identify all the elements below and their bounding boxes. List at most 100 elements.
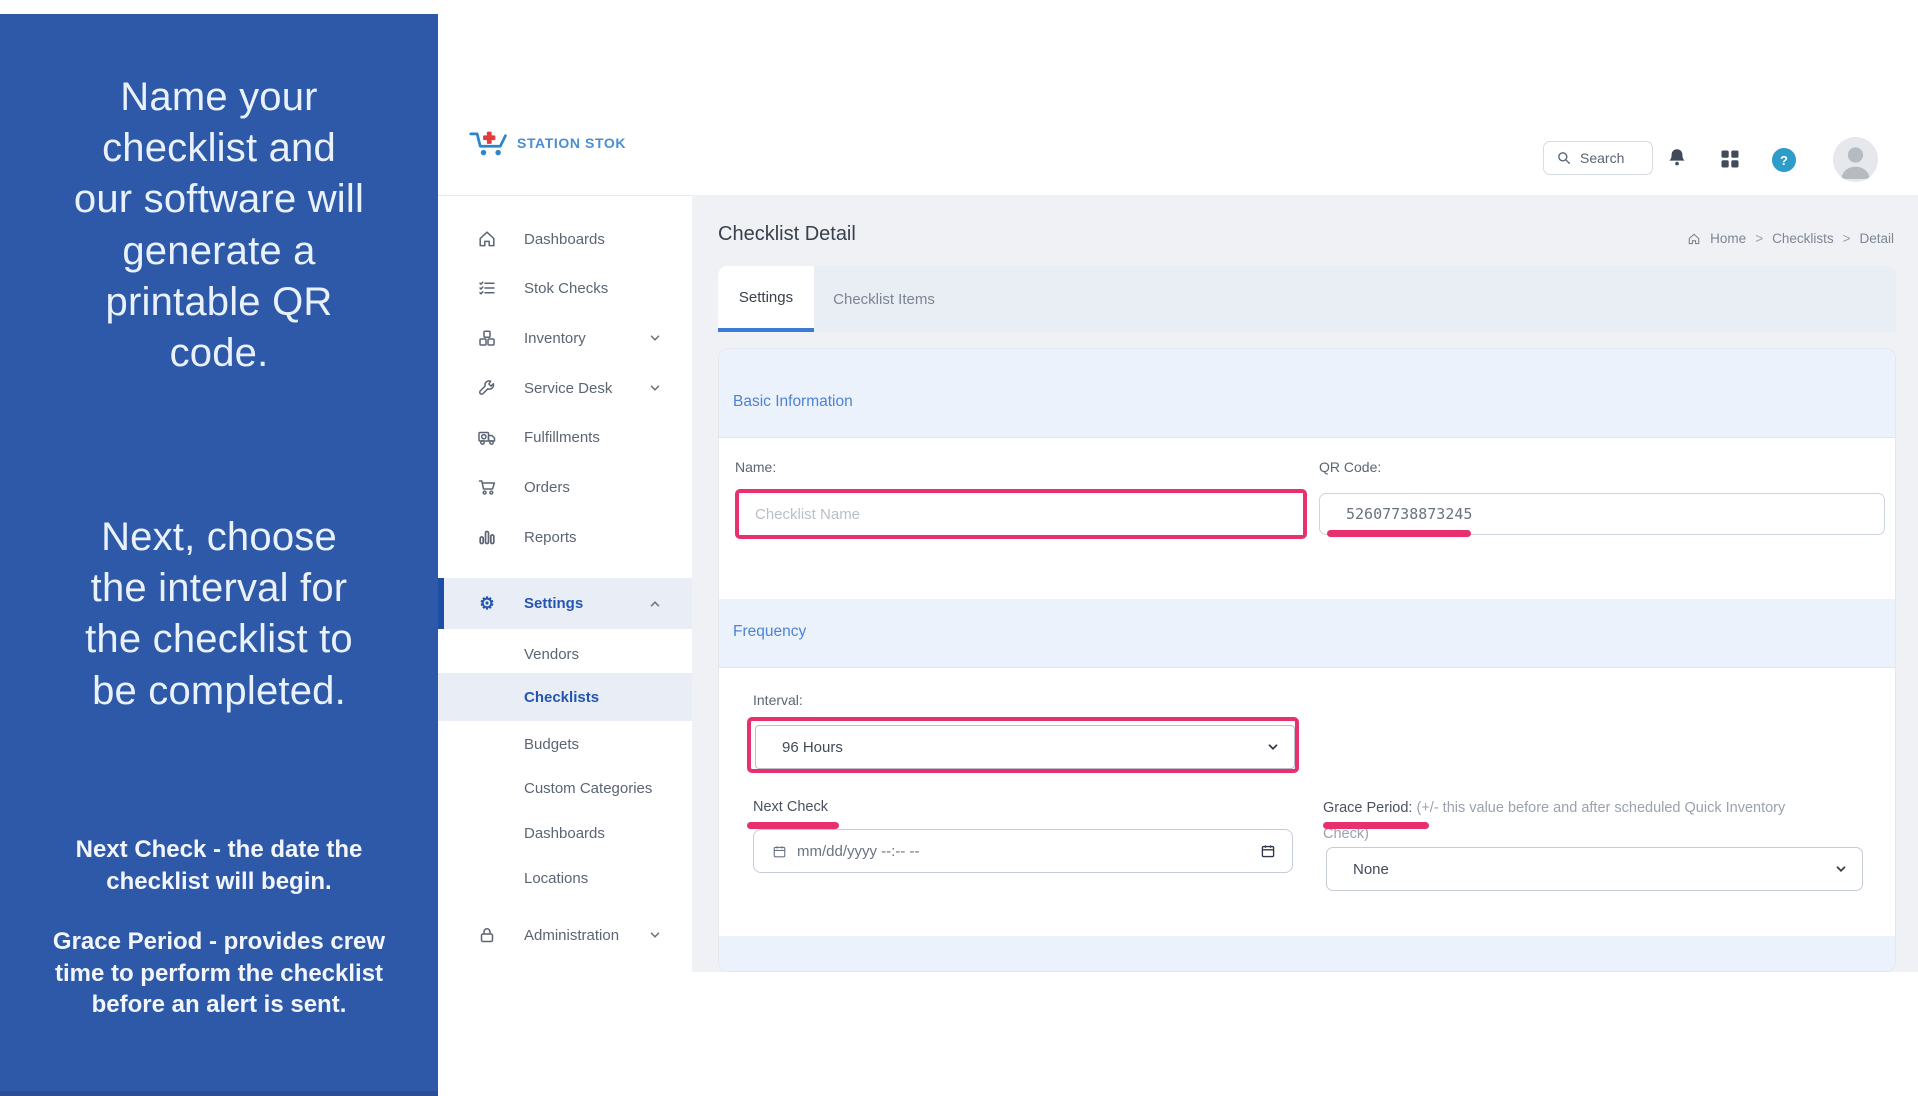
interval-label: Interval: <box>753 692 803 708</box>
name-label: Name: <box>735 459 777 475</box>
sidebar-item-reports[interactable]: Reports <box>438 512 692 562</box>
sidebar-subitem-label: Custom Categories <box>524 779 653 797</box>
checklist-detail-card: Basic Information Name: QR Code: Frequen… <box>718 348 1896 972</box>
grace-period-annotation-underline <box>1323 822 1429 829</box>
sidebar-subitem-label: Vendors <box>524 645 580 663</box>
sidebar-subitem-label: Checklists <box>524 688 600 706</box>
sidebar-item-orders[interactable]: Orders <box>438 462 692 512</box>
sidebar-item-label: Orders <box>524 478 570 496</box>
sidebar-subitem-label: Locations <box>524 869 589 887</box>
interval-field-annotation: 96 Hours <box>747 717 1299 773</box>
next-check-datetime-input[interactable]: mm/dd/yyyy --:-- -- <box>753 829 1293 873</box>
sidebar-item-label: Service Desk <box>524 379 613 397</box>
checklist-name-input[interactable] <box>739 493 1303 535</box>
search-icon <box>1556 150 1572 166</box>
grace-period-selected-value: None <box>1353 860 1389 878</box>
checklist-icon <box>476 277 498 299</box>
section-title: Frequency <box>733 623 807 640</box>
breadcrumb-home-icon <box>1687 232 1701 246</box>
qr-value-annotation-underline <box>1327 530 1471 537</box>
grace-period-hint: (+/- this value before and after schedul… <box>1323 800 1786 843</box>
section-title: Basic Information <box>733 393 853 410</box>
sidebar-item-inventory[interactable]: Inventory <box>438 313 692 363</box>
grace-period-label-text: Grace Period: <box>1323 800 1413 816</box>
sidebar-item-label: Stok Checks <box>524 279 609 297</box>
sidebar-item-label: Inventory <box>524 329 586 347</box>
home-icon <box>476 228 498 250</box>
sidebar-item-service-desk[interactable]: Service Desk <box>438 363 692 413</box>
main-content: Checklist Detail Home > Checklists > Det… <box>692 195 1918 972</box>
instruction-paragraph-1: Name your checklist and our software wil… <box>73 75 365 375</box>
user-avatar[interactable] <box>1833 137 1878 182</box>
cart-logo-icon <box>468 126 510 160</box>
chevron-up-icon <box>648 597 662 611</box>
sidebar-item-stok-checks[interactable]: Stok Checks <box>438 263 692 313</box>
chevron-down-icon <box>648 928 662 942</box>
tab-checklist-items[interactable]: Checklist Items <box>833 290 935 308</box>
next-check-label: Next Check <box>753 799 828 815</box>
notifications-bell-icon[interactable] <box>1665 146 1689 170</box>
grace-period-label: Grace Period: (+/- this value before and… <box>1323 795 1823 847</box>
instruction-note-grace-period: Grace Period - provides crew time to per… <box>52 928 386 1019</box>
calendar-picker-icon[interactable] <box>1260 843 1276 859</box>
next-section-header-partial <box>719 936 1895 971</box>
sidebar-item-vendors[interactable]: Vendors <box>438 633 692 675</box>
breadcrumb-separator: > <box>1842 231 1851 246</box>
sidebar-item-budgets[interactable]: Budgets <box>438 723 692 765</box>
chevron-down-icon <box>1834 862 1848 876</box>
calendar-icon <box>772 844 787 859</box>
interval-select[interactable]: 96 Hours <box>755 725 1295 769</box>
section-frequency: Frequency <box>719 599 1895 668</box>
help-glyph: ? <box>1780 152 1788 168</box>
breadcrumb-separator: > <box>1755 231 1764 246</box>
lock-icon <box>476 924 498 946</box>
sidebar-item-label: Dashboards <box>524 230 605 248</box>
sidebar-item-administration[interactable]: Administration <box>438 910 692 960</box>
sidebar-nav: Dashboards Stok Checks <box>438 195 692 1096</box>
sidebar-item-custom-categories[interactable]: Custom Categories <box>438 767 692 809</box>
qr-code-input[interactable] <box>1319 493 1885 535</box>
sidebar-item-checklists[interactable]: Checklists <box>438 673 692 721</box>
search-input[interactable]: Search <box>1543 141 1653 175</box>
tabs-bar: Settings Checklist Items <box>718 266 1896 332</box>
breadcrumb-checklists[interactable]: Checklists <box>1772 231 1834 246</box>
instruction-paragraph-2: Next, choose the interval for the checkl… <box>85 515 353 713</box>
active-section-indicator <box>438 578 444 629</box>
grace-period-select[interactable]: None <box>1326 847 1863 891</box>
sidebar-item-dashboards[interactable]: Dashboards <box>438 214 692 264</box>
breadcrumb-home[interactable]: Home <box>1710 231 1747 246</box>
chevron-down-icon <box>1266 740 1280 754</box>
sidebar-item-settings[interactable]: ⚙ Settings <box>438 578 692 629</box>
sidebar-item-locations[interactable]: Locations <box>438 857 692 899</box>
boxes-icon <box>476 327 498 349</box>
search-placeholder: Search <box>1580 150 1625 166</box>
page-title: Checklist Detail <box>718 223 856 245</box>
gear-icon: ⚙ <box>479 593 495 613</box>
sidebar-item-dashboards-sub[interactable]: Dashboards <box>438 812 692 854</box>
help-icon[interactable]: ? <box>1772 148 1796 172</box>
sidebar-item-label: Administration <box>524 926 620 944</box>
name-field-annotation <box>735 489 1307 539</box>
app-window: STATION STOK Search <box>438 0 1918 1096</box>
sidebar-subitem-label: Dashboards <box>524 824 605 842</box>
instruction-note-next-check: Next Check - the date the checklist will… <box>75 836 363 895</box>
brand-name: STATION STOK <box>517 135 627 151</box>
bar-chart-icon <box>476 526 498 548</box>
sidebar-item-label: Settings <box>524 595 584 612</box>
breadcrumb-detail: Detail <box>1859 231 1894 246</box>
brand-logo[interactable]: STATION STOK <box>468 126 626 160</box>
app-header: STATION STOK Search <box>438 0 1918 195</box>
breadcrumb: Home > Checklists > Detail <box>1687 231 1894 246</box>
section-basic-information: Basic Information <box>719 349 1895 438</box>
sidebar-item-fulfillments[interactable]: Fulfillments <box>438 412 692 462</box>
sidebar-item-label: Reports <box>524 528 577 546</box>
sidebar-item-label: Fulfillments <box>524 428 600 446</box>
chevron-down-icon <box>648 381 662 395</box>
sidebar-subitem-label: Budgets <box>524 735 580 753</box>
instruction-panel: Name your checklist and our software wil… <box>0 14 438 1096</box>
tab-settings[interactable]: Settings <box>718 266 814 332</box>
qr-code-label: QR Code: <box>1319 459 1382 475</box>
apps-grid-icon[interactable] <box>1719 148 1743 172</box>
cart-icon <box>476 476 498 498</box>
